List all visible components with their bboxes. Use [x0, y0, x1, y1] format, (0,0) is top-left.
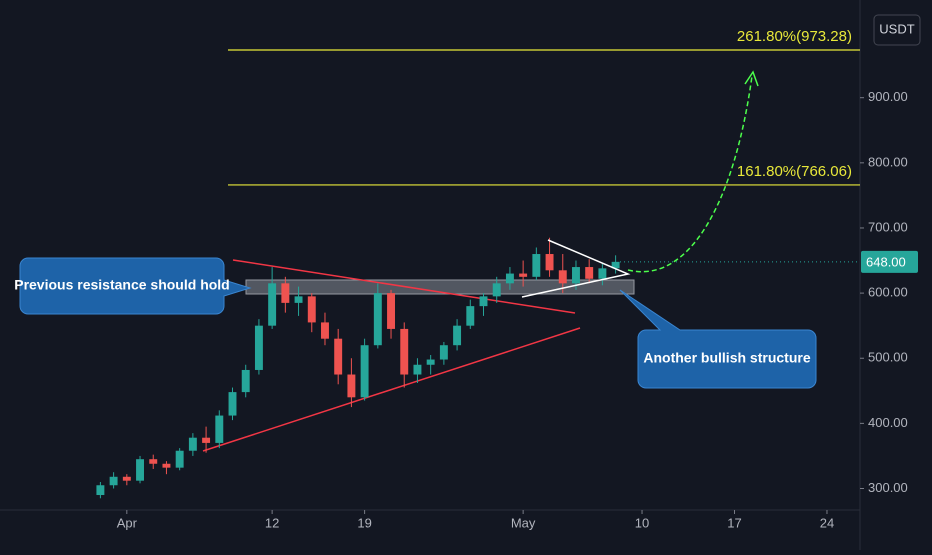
y-tick-label: 700.00: [868, 219, 908, 234]
candle-body: [598, 268, 607, 279]
candle-body: [149, 459, 158, 464]
candle-body: [228, 392, 237, 416]
candle-body: [268, 283, 277, 326]
candle-body: [254, 325, 263, 370]
candle-body: [400, 328, 409, 375]
candle-body: [558, 270, 567, 284]
y-tick-label: 800.00: [868, 154, 908, 169]
drawings-front: Previous resistance should hold Another …: [14, 70, 817, 389]
callout-box: [19, 257, 252, 315]
candles: [96, 237, 620, 499]
candle-body: [611, 261, 620, 269]
projection-arrow: [744, 70, 759, 87]
candle-body: [175, 450, 184, 468]
candle-body: [162, 463, 171, 468]
projection-path: [627, 75, 753, 273]
candle-body: [572, 267, 580, 284]
x-tick-label: Apr: [117, 515, 138, 530]
candle-body: [492, 283, 501, 297]
candle-body: [387, 293, 395, 329]
y-tick-label: 300.00: [868, 480, 908, 495]
y-tick-label: 600.00: [868, 285, 908, 300]
candle-body: [347, 374, 356, 398]
candle-body: [188, 437, 197, 451]
candle-body: [519, 273, 528, 277]
y-tick-label: 400.00: [868, 415, 908, 430]
callout-text: Previous resistance should hold: [14, 277, 230, 293]
candle-body: [373, 293, 382, 346]
y-tick-label: 900.00: [868, 89, 908, 104]
currency-badge[interactable]: [873, 14, 921, 46]
x-tick-label: 12: [265, 515, 279, 530]
candle-body: [453, 325, 462, 346]
callout-box: [619, 289, 817, 389]
fib-label: 161.80%(766.06): [737, 163, 852, 180]
x-tick-label: May: [511, 515, 536, 530]
upper-trendline: [232, 259, 576, 314]
x-tick-label: 17: [727, 515, 741, 530]
candle-body: [215, 415, 224, 443]
candle-body: [532, 254, 541, 277]
candle-body: [334, 338, 343, 375]
candle-body: [545, 254, 554, 271]
x-tick-label: 24: [820, 515, 834, 530]
lower-trendline: [202, 327, 581, 452]
candle-body: [96, 485, 105, 496]
candle-body: [294, 296, 303, 303]
candle-body: [505, 273, 514, 284]
candle-body: [307, 296, 316, 323]
callout-text: Another bullish structure: [643, 350, 810, 366]
fib-label: 261.80%(973.28): [737, 28, 852, 45]
candle-body: [426, 359, 435, 365]
candle-body: [122, 476, 131, 481]
candle-body: [413, 364, 422, 375]
candle-body: [466, 306, 475, 326]
x-tick-label: 10: [635, 515, 649, 530]
drawings: [202, 49, 860, 452]
last-price-label: 648.00: [866, 254, 906, 269]
candle-body: [109, 476, 118, 486]
y-tick-label: 500.00: [868, 350, 908, 365]
candle-body: [585, 267, 594, 279]
candle-body: [360, 345, 369, 398]
candle-body: [321, 322, 329, 339]
candle-body: [241, 369, 250, 393]
candle-body: [136, 459, 144, 481]
candle-body: [439, 345, 448, 360]
pennant: [521, 239, 631, 298]
x-tick-label: 19: [357, 515, 371, 530]
candle-body: [202, 437, 211, 443]
currency-label: USDT: [879, 21, 914, 36]
candle-body: [281, 283, 290, 303]
candle-body: [479, 296, 488, 307]
last-price-tag: [861, 250, 918, 273]
